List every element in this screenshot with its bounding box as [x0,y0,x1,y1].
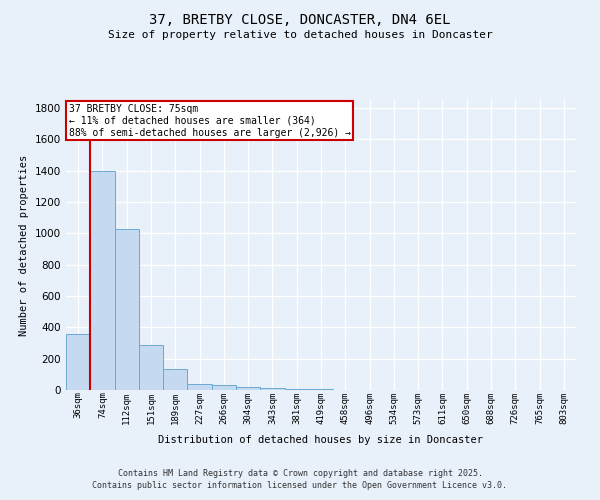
Bar [90,170,115,390]
Text: Contains HM Land Registry data © Crown copyright and database right 2025.
Contai: Contains HM Land Registry data © Crown c… [92,468,508,490]
Bar [236,387,260,390]
Bar [139,344,163,390]
Y-axis label: Number of detached properties: Number of detached properties [19,154,29,336]
Bar [115,228,139,390]
Bar [260,388,284,390]
Bar [284,389,309,390]
Bar [66,334,90,390]
Text: 37 BRETBY CLOSE: 75sqm
← 11% of detached houses are smaller (364)
88% of semi-de: 37 BRETBY CLOSE: 75sqm ← 11% of detached… [68,104,350,138]
Bar [187,384,212,390]
Bar [212,384,236,390]
Text: 37, BRETBY CLOSE, DONCASTER, DN4 6EL: 37, BRETBY CLOSE, DONCASTER, DN4 6EL [149,12,451,26]
Bar [163,369,187,390]
Text: Size of property relative to detached houses in Doncaster: Size of property relative to detached ho… [107,30,493,40]
Text: Distribution of detached houses by size in Doncaster: Distribution of detached houses by size … [158,435,484,445]
